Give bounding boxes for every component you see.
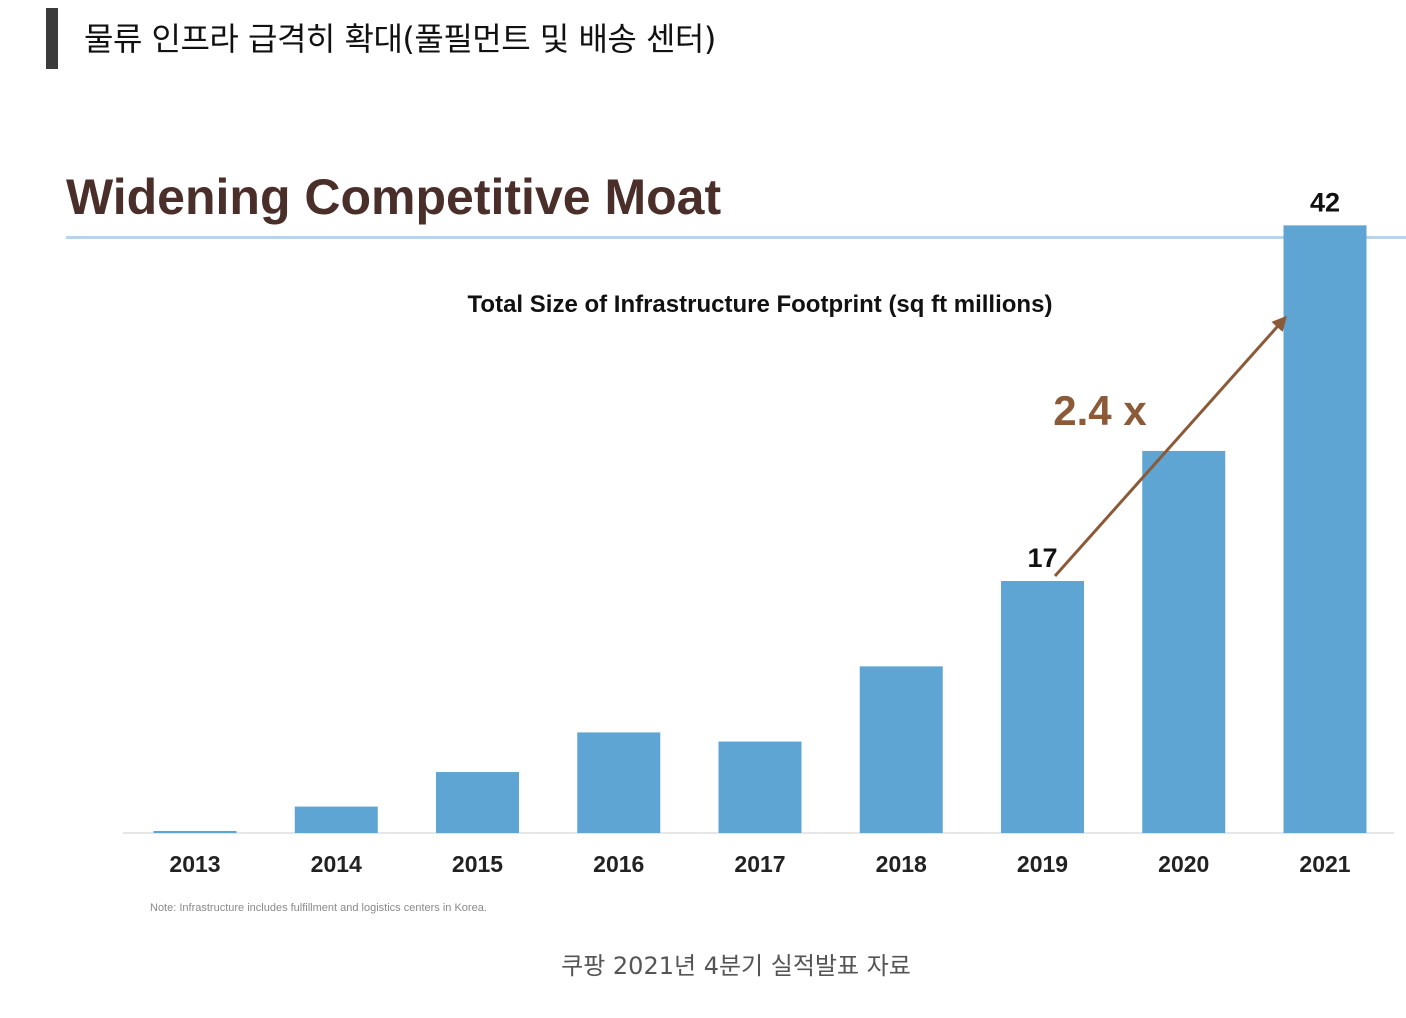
x-tick-label-2013: 2013 [169, 851, 220, 877]
section-heading: 물류 인프라 급격히 확대(풀필먼트 및 배송 센터) [84, 20, 716, 58]
x-tick-label-2020: 2020 [1158, 851, 1209, 877]
chart-footnote: Note: Infrastructure includes fulfillmen… [150, 902, 487, 914]
x-tick-label-2015: 2015 [452, 851, 503, 877]
title-divider [66, 236, 1406, 239]
bar-2015 [436, 772, 519, 833]
x-tick-label-2018: 2018 [876, 851, 927, 877]
bar-2013 [153, 830, 237, 833]
chart-title: Total Size of Infrastructure Footprint (… [468, 291, 1053, 318]
bar-2017 [718, 741, 802, 833]
data-label-2019: 17 [1027, 543, 1057, 573]
x-tick-label-2016: 2016 [593, 851, 644, 877]
x-tick-label-2014: 2014 [311, 851, 362, 877]
bar-2020 [1142, 450, 1226, 833]
x-tick-label-2017: 2017 [734, 851, 785, 877]
slide-title: Widening Competitive Moat [66, 169, 722, 225]
x-tick-label-2021: 2021 [1299, 851, 1350, 877]
bar-2018 [859, 666, 943, 833]
heading-accent-bar [46, 8, 58, 69]
bar-2021 [1283, 225, 1367, 833]
image-caption: 쿠팡 2021년 4분기 실적발표 자료 [561, 952, 911, 980]
bar-2019 [1001, 581, 1084, 833]
data-label-2021: 42 [1310, 187, 1340, 217]
bar-2014 [294, 806, 378, 833]
x-tick-label-2019: 2019 [1017, 851, 1068, 877]
growth-multiplier-label: 2.4 x [1053, 387, 1147, 434]
bar-2016 [577, 732, 661, 833]
growth-arrow [1053, 315, 1287, 577]
